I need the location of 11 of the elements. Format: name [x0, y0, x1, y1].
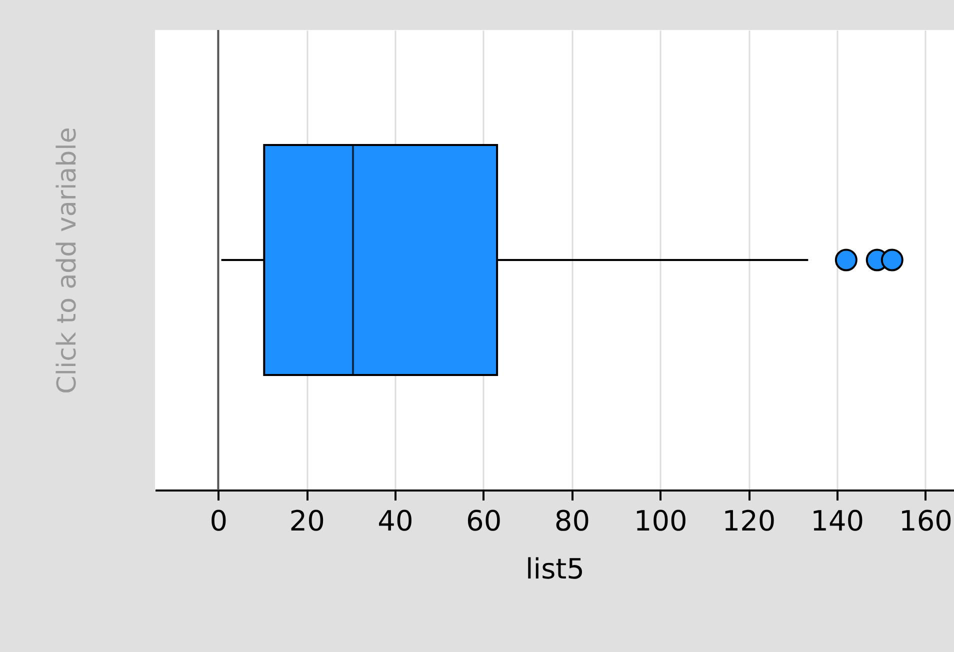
x-tick-label: 60: [466, 504, 502, 538]
x-axis-title: list5: [526, 552, 584, 586]
x-tick-label: 100: [634, 504, 688, 538]
x-tick-label: 20: [289, 504, 325, 538]
x-tick-label: 140: [810, 504, 864, 538]
x-tick-label: 120: [722, 504, 776, 538]
x-tick-label: 160: [899, 504, 952, 538]
x-tick-label: 80: [554, 504, 590, 538]
y-axis-title: Click to add variable: [52, 127, 82, 394]
x-tick-label: 40: [378, 504, 414, 538]
x-tick-label: 0: [210, 504, 228, 538]
